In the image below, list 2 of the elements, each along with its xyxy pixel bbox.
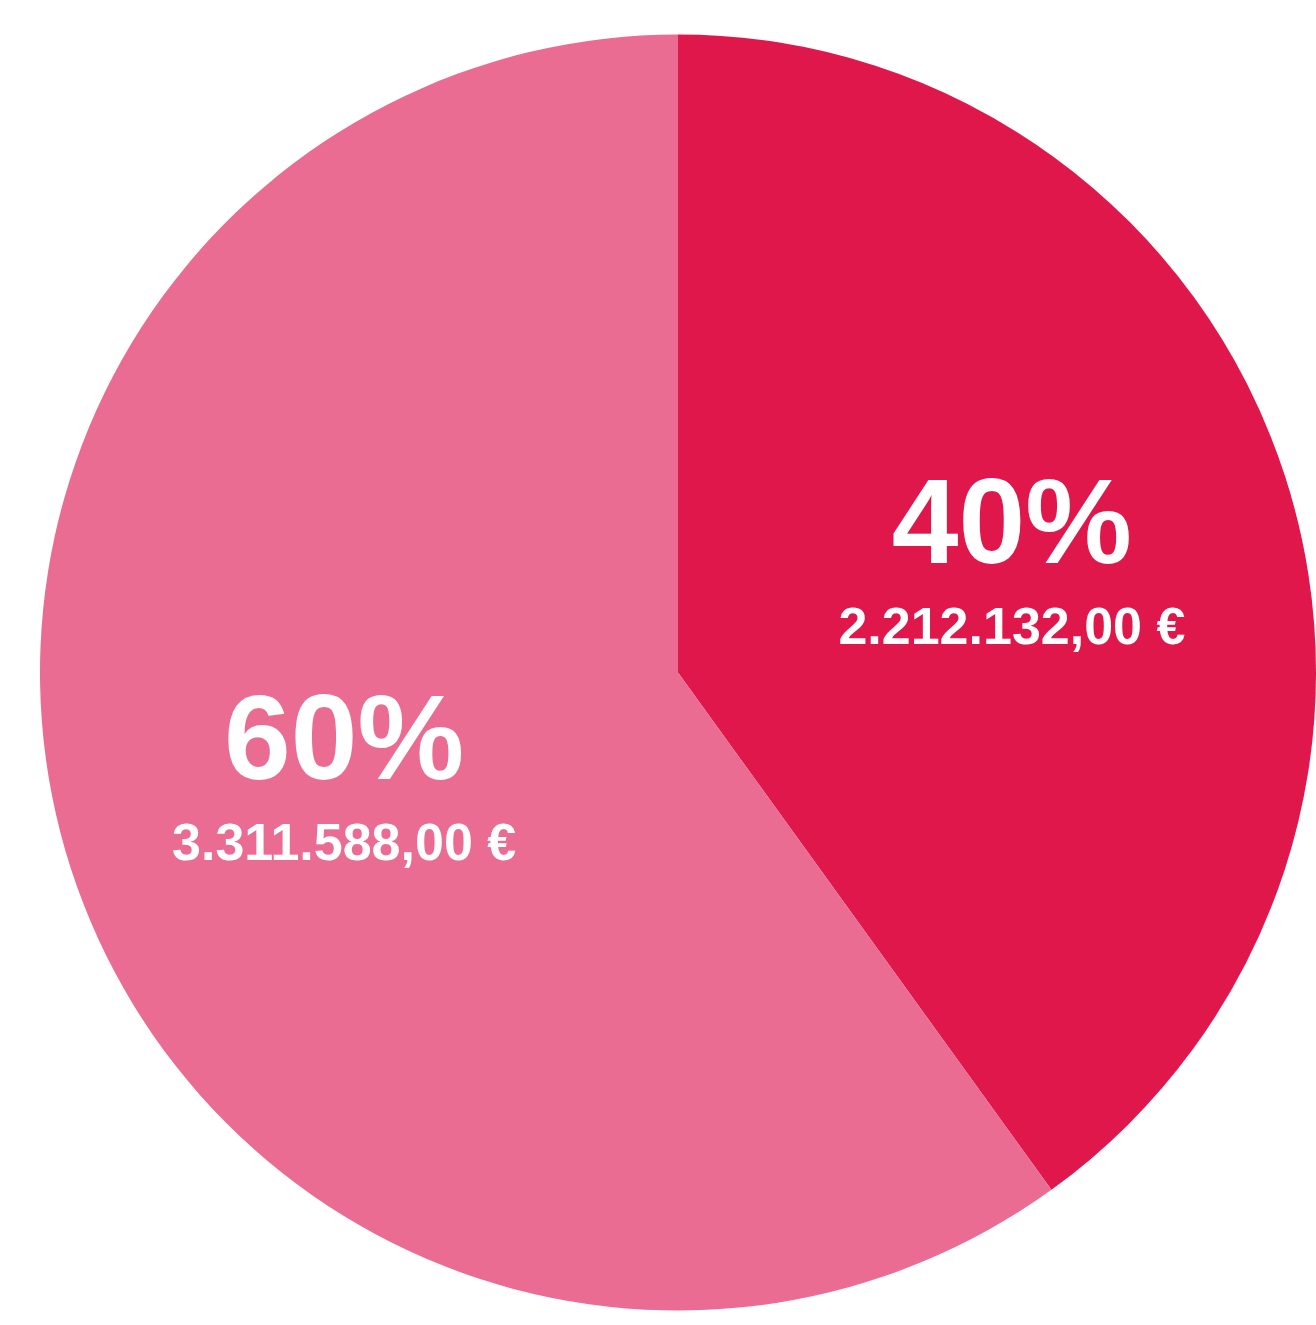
data-label: 60% 3.311.588,00 € (172, 669, 517, 871)
data-label: 40% 2.212.132,00 € (838, 453, 1186, 655)
